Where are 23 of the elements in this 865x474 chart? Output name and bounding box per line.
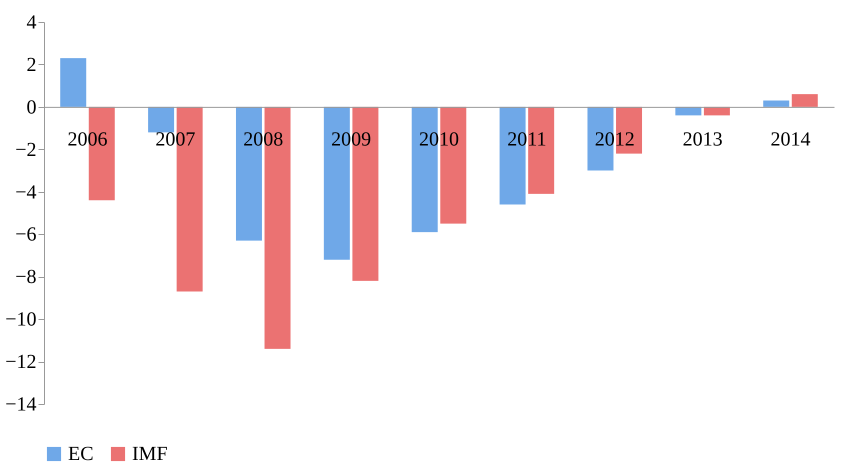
y-tick-label: −10 [5,308,36,331]
y-tick-label: 4 [26,12,36,34]
bar [763,100,790,107]
y-tick-label: −2 [15,138,36,161]
x-tick-label: 2011 [507,128,547,150]
x-tick-label: 2014 [770,128,810,150]
bar [148,106,174,132]
x-tick-label: 2010 [419,128,459,150]
x-tick-label: 2012 [594,128,635,150]
x-tick-label: 2013 [682,128,723,150]
y-tick-label: −6 [15,224,36,246]
y-tick-label: 0 [26,96,36,118]
bar [792,94,818,107]
y-tick-label: −12 [5,351,36,374]
legend-label: EC [68,443,94,465]
y-tick-label: 2 [26,54,36,76]
x-tick-label: 2008 [243,128,284,150]
legend-label: IMF [132,443,168,465]
x-tick-label: 2009 [331,128,372,150]
y-tick-label: −4 [15,181,36,204]
bar [60,58,86,107]
y-tick-label: −14 [5,394,36,416]
y-tick-label: −8 [15,266,36,288]
